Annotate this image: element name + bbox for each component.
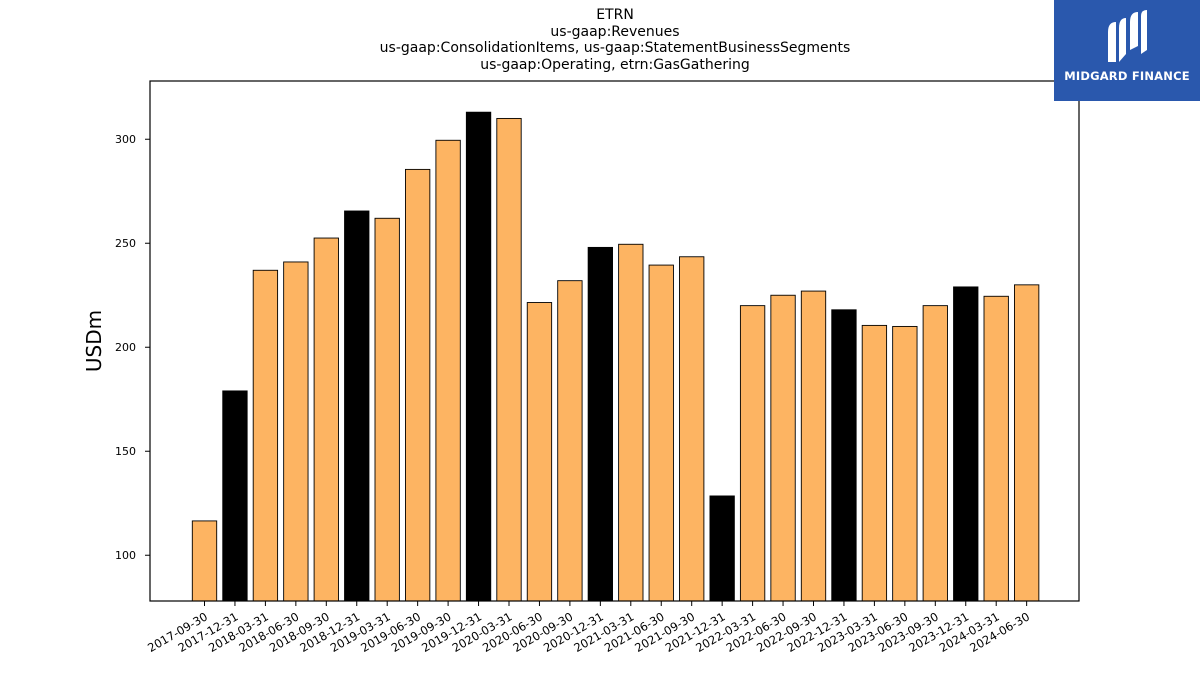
- y-tick-label: 250: [115, 237, 136, 250]
- bar-2021-09-30: [679, 256, 705, 602]
- bar-2022-12-31: [831, 309, 857, 602]
- y-tick-label: 300: [115, 133, 136, 146]
- bar-2023-06-30: [892, 325, 918, 602]
- y-tick-label: 150: [115, 445, 136, 458]
- bar-2022-06-30: [770, 294, 796, 602]
- axes-frame: [149, 80, 1080, 602]
- bar-2021-12-31: [709, 495, 735, 602]
- bar-2021-03-31: [618, 243, 644, 602]
- bar-2018-03-31: [252, 269, 279, 602]
- bar-2023-03-31: [861, 324, 888, 602]
- bar-2017-12-31: [222, 390, 248, 602]
- bar-2020-09-30: [557, 280, 583, 602]
- bar-2019-12-31: [465, 111, 492, 602]
- logo-mark-icon: [1108, 10, 1147, 62]
- title-line-1: ETRN: [596, 7, 634, 23]
- y-axis: 100 150 200 250 300: [115, 133, 150, 562]
- bar-2022-09-30: [800, 290, 827, 602]
- bar-2018-12-31: [344, 210, 370, 602]
- title-line-2: us-gaap:Revenues: [550, 23, 680, 40]
- bar-2020-06-30: [526, 302, 553, 602]
- bar-2021-06-30: [648, 264, 674, 602]
- bar-2019-03-31: [374, 217, 400, 602]
- bar-2019-06-30: [405, 168, 431, 602]
- x-axis: 2017-09-302017-12-312018-03-312018-06-30…: [145, 601, 1032, 655]
- bar-2024-03-31: [983, 295, 1009, 602]
- bar-2018-06-30: [283, 261, 309, 602]
- bar-2020-03-31: [496, 117, 522, 602]
- chart-title: ETRN us-gaap:Revenues us-gaap:Consolidat…: [0, 7, 1200, 74]
- bars-layer: [191, 111, 1040, 602]
- bar-2023-12-31: [953, 286, 979, 602]
- midgard-finance-logo: MIDGARD FINANCE: [1054, 0, 1200, 101]
- y-tick-label: 200: [115, 341, 136, 354]
- bar-2019-09-30: [435, 139, 461, 602]
- y-tick-label: 100: [115, 549, 136, 562]
- logo-text: MIDGARD FINANCE: [1064, 69, 1190, 83]
- title-line-3: us-gaap:ConsolidationItems, us-gaap:Stat…: [379, 40, 851, 57]
- y-axis-label: USDm: [82, 310, 106, 372]
- bar-2023-09-30: [922, 305, 948, 602]
- bar-2018-09-30: [313, 237, 339, 602]
- bar-2022-03-31: [739, 305, 766, 602]
- bar-2017-09-30: [191, 520, 218, 602]
- bar-2020-12-31: [587, 246, 614, 602]
- title-line-4: us-gaap:Operating, etrn:GasGathering: [480, 57, 750, 74]
- bar-2024-06-30: [1014, 284, 1040, 602]
